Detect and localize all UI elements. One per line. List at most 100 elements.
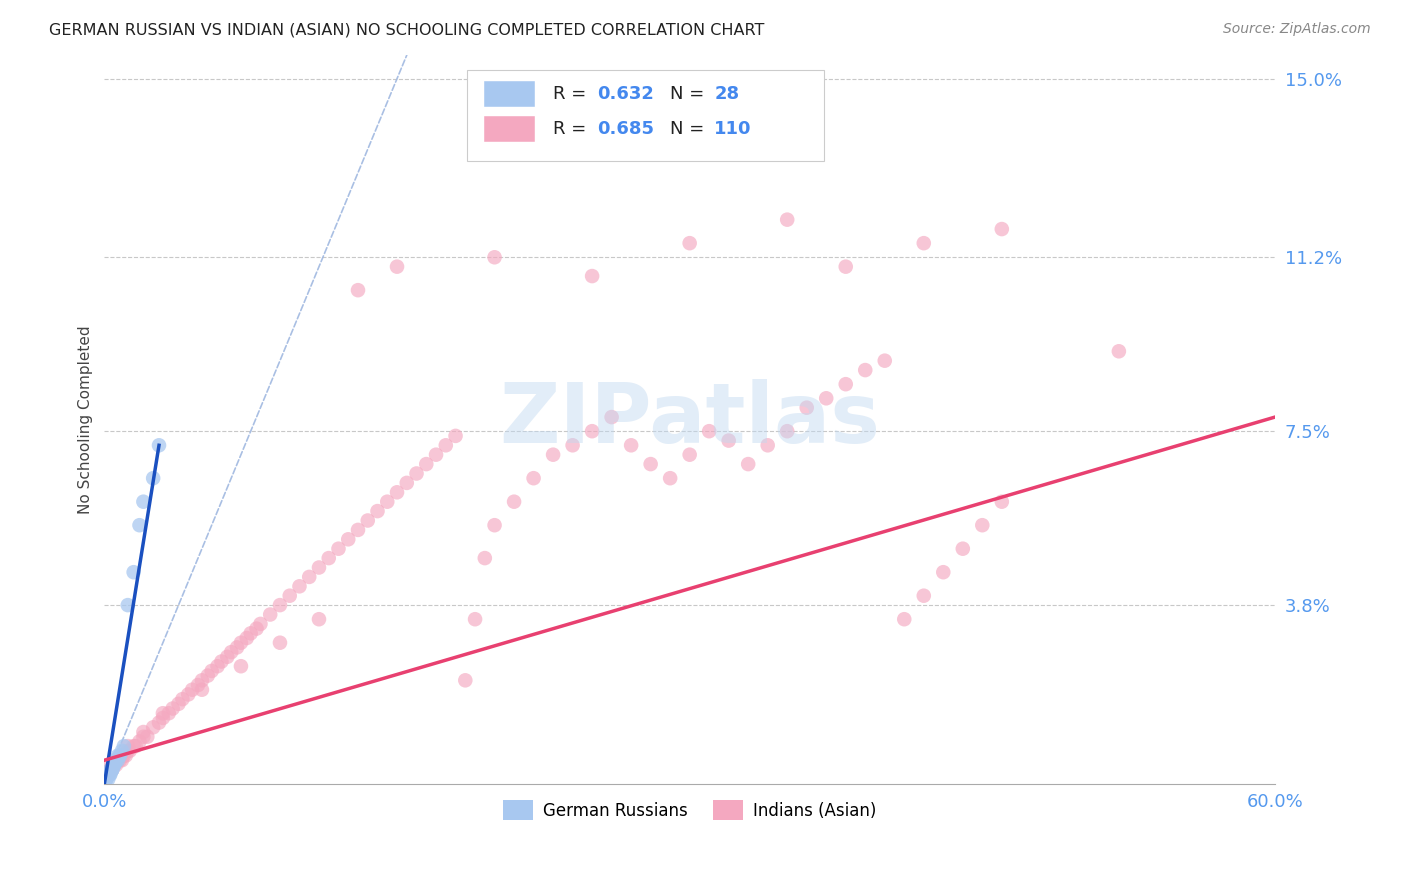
Point — [756, 438, 779, 452]
Point — [177, 688, 200, 702]
Point — [142, 720, 165, 734]
Point — [1108, 344, 1130, 359]
Point — [815, 392, 838, 406]
Point — [108, 753, 131, 767]
Point — [98, 767, 121, 781]
Point — [124, 739, 146, 753]
Point — [484, 250, 506, 264]
Point — [97, 767, 120, 781]
Point — [288, 579, 311, 593]
Point — [108, 748, 131, 763]
Point — [105, 753, 128, 767]
Point — [148, 715, 170, 730]
Point — [347, 283, 370, 297]
Point — [717, 434, 740, 448]
Point — [103, 758, 125, 772]
Point — [561, 438, 583, 452]
Point — [952, 541, 974, 556]
Text: R =: R = — [553, 85, 592, 103]
Point — [796, 401, 818, 415]
Point — [112, 739, 135, 753]
Point — [181, 682, 204, 697]
Text: 0.685: 0.685 — [598, 120, 654, 137]
Point — [107, 753, 129, 767]
Point — [226, 640, 249, 655]
Point — [128, 518, 150, 533]
Point — [148, 438, 170, 452]
Point — [101, 763, 124, 777]
Point — [415, 457, 437, 471]
Point — [308, 612, 330, 626]
Point — [503, 494, 526, 508]
FancyBboxPatch shape — [484, 116, 536, 142]
Point — [197, 668, 219, 682]
Point — [912, 236, 935, 251]
Point — [239, 626, 262, 640]
Point — [201, 664, 224, 678]
Point — [96, 772, 118, 786]
Y-axis label: No Schooling Completed: No Schooling Completed — [79, 325, 93, 514]
Point — [464, 612, 486, 626]
Point — [659, 471, 682, 485]
Point — [972, 518, 994, 533]
Point — [162, 701, 184, 715]
Point — [425, 448, 447, 462]
Point — [207, 659, 229, 673]
Text: 28: 28 — [714, 85, 740, 103]
Point — [679, 448, 702, 462]
Point — [217, 649, 239, 664]
Point — [128, 734, 150, 748]
Point — [367, 504, 389, 518]
Point — [191, 682, 214, 697]
Point — [405, 467, 427, 481]
Point — [209, 655, 232, 669]
Point — [187, 678, 209, 692]
Point — [308, 560, 330, 574]
Point — [191, 673, 214, 688]
Point — [172, 692, 194, 706]
Point — [115, 748, 138, 763]
Point — [122, 565, 145, 579]
Point — [474, 551, 496, 566]
Point — [157, 706, 180, 721]
Point — [873, 353, 896, 368]
FancyBboxPatch shape — [484, 80, 536, 107]
Point — [454, 673, 477, 688]
Text: ZIPatlas: ZIPatlas — [499, 379, 880, 460]
Point — [142, 471, 165, 485]
Point — [152, 711, 174, 725]
Point — [112, 748, 135, 763]
Point — [600, 410, 623, 425]
Point — [835, 377, 858, 392]
Point — [269, 636, 291, 650]
Point — [117, 598, 139, 612]
Point — [318, 551, 340, 566]
Point — [107, 753, 129, 767]
Point — [328, 541, 350, 556]
Point — [434, 438, 457, 452]
Text: 110: 110 — [714, 120, 752, 137]
Point — [98, 763, 121, 777]
Point — [776, 212, 799, 227]
Point — [620, 438, 643, 452]
Point — [96, 772, 118, 786]
Point — [269, 598, 291, 612]
Point — [541, 448, 564, 462]
Point — [245, 622, 267, 636]
Point — [932, 565, 955, 579]
Legend: German Russians, Indians (Asian): German Russians, Indians (Asian) — [496, 794, 883, 826]
Point — [229, 659, 252, 673]
Point — [385, 485, 408, 500]
Point — [219, 645, 242, 659]
Point — [375, 494, 398, 508]
Point — [122, 739, 145, 753]
Point — [105, 758, 128, 772]
Point — [991, 222, 1014, 236]
Point — [118, 744, 141, 758]
Point — [236, 631, 259, 645]
Point — [249, 616, 271, 631]
Point — [101, 763, 124, 777]
Point — [97, 772, 120, 786]
Point — [581, 268, 603, 283]
Point — [101, 763, 124, 777]
